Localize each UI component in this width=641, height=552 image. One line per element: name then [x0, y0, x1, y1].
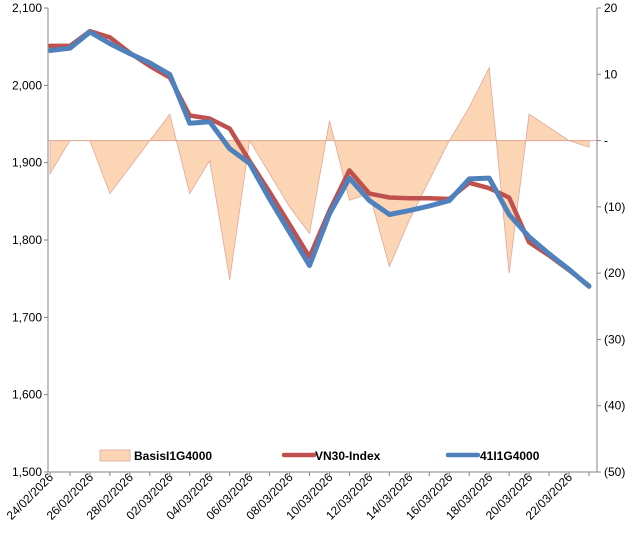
series-line-41i1g4000 [47, 29, 592, 289]
area-layer [48, 66, 597, 280]
y-right-tick-label: (20) [604, 266, 625, 280]
y-left-tick-label: 1,800 [12, 233, 42, 247]
legend-label-basis: BasisI1G4000 [134, 449, 212, 463]
legend-label-41i1g4000: 41I1G4000 [480, 449, 540, 463]
line-layer [47, 28, 592, 289]
legend: BasisI1G4000 VN30-Index 41I1G4000 [99, 449, 540, 463]
y-right-tick-label: (50) [604, 465, 625, 479]
y-left-tick-label: 1,500 [12, 465, 42, 479]
y-right-tick-label: 10 [604, 67, 618, 81]
legend-label-vn30: VN30-Index [315, 449, 381, 463]
y-right-tick-label: (10) [604, 200, 625, 214]
series-area-basis [49, 66, 590, 280]
axis-layer [44, 7, 601, 476]
y-left-tick-label: 2,000 [12, 78, 42, 92]
y-left-tick-label: 2,100 [12, 1, 42, 15]
y-left-tick-label: 1,600 [12, 388, 42, 402]
y-right-tick-label: (40) [604, 399, 625, 413]
tick-layer: 1,500 1,600 1,700 1,800 1,900 2,000 2,100 (50) (… [4, 1, 626, 523]
legend-swatch-area [99, 449, 131, 462]
y-right-tick-label: (30) [604, 332, 625, 346]
y-right-tick-label: - [604, 134, 608, 148]
y-left-tick-label: 1,900 [12, 156, 42, 170]
y-right-tick-label: 20 [604, 1, 618, 15]
y-left-tick-label: 1,700 [12, 310, 42, 324]
